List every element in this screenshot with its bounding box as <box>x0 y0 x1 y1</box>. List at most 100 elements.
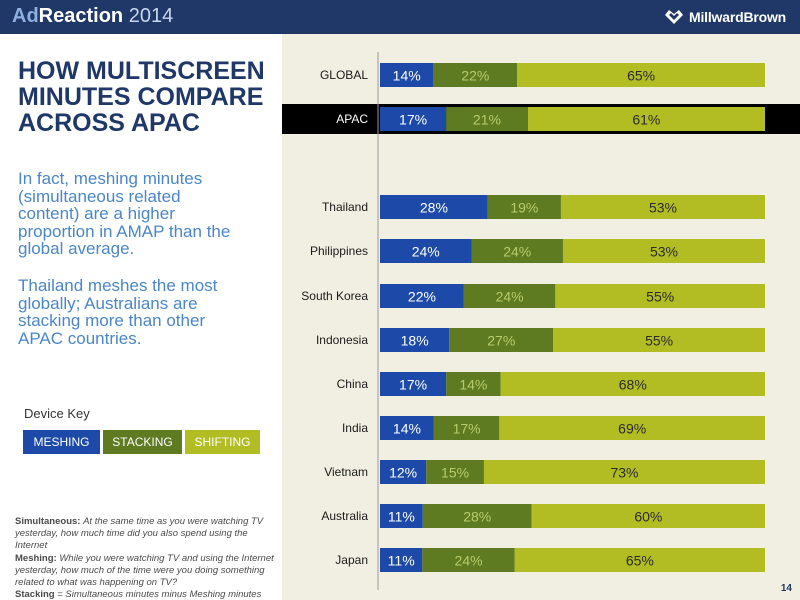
bar-segment-meshing <box>380 372 447 396</box>
data-label-meshing: 17% <box>399 377 427 393</box>
bar-segment-shifting <box>499 416 765 440</box>
bar-segment-shifting <box>483 460 765 484</box>
data-label-stacking: 14% <box>459 377 487 393</box>
bar-segment-meshing <box>380 416 434 440</box>
bar-segment-meshing <box>380 107 447 131</box>
key-shifting: SHIFTING <box>185 430 260 454</box>
category-label: Thailand <box>322 200 368 214</box>
data-label-shifting: 65% <box>627 68 655 84</box>
category-label: India <box>342 421 368 435</box>
body-line: (simultaneous related <box>18 186 181 206</box>
bar-segment-shifting <box>555 284 765 308</box>
data-label-shifting: 55% <box>645 333 673 349</box>
key-meshing: MESHING <box>23 430 100 454</box>
data-label-shifting: 53% <box>649 200 677 216</box>
bar-segment-stacking <box>463 284 556 308</box>
bar-segment-meshing <box>380 239 472 263</box>
data-label-shifting: 73% <box>610 465 638 481</box>
data-label-meshing: 28% <box>420 200 448 216</box>
brand-reaction: Reaction <box>38 5 124 27</box>
body-line: APAC countries. <box>18 328 142 348</box>
footnote-term: Meshing: <box>15 552 57 564</box>
body-line: proportion in AMAP than the <box>18 221 231 241</box>
key-stacking: STACKING <box>103 430 182 454</box>
data-label-stacking: 21% <box>473 112 501 128</box>
bar-segment-shifting <box>562 239 765 263</box>
footnote-def: At the same time as you were watching TV <box>83 516 264 527</box>
bar-segment-stacking <box>446 372 501 396</box>
brand-year: 2014 <box>128 5 174 27</box>
bar-segment-meshing <box>380 460 427 484</box>
data-label-stacking: 15% <box>441 465 469 481</box>
footnote-def: While you were watching TV and using the… <box>59 552 274 564</box>
bar-segment-stacking <box>446 107 528 131</box>
bar-segment-stacking <box>471 239 563 263</box>
bar-segment-stacking <box>433 63 518 87</box>
category-label: South Korea <box>301 289 368 303</box>
footnote-term: Simultaneous: <box>15 516 81 527</box>
footnote-term: Stacking <box>15 589 55 600</box>
data-label-meshing: 22% <box>408 289 436 305</box>
body-line: stacking more than other <box>18 311 206 330</box>
data-label-meshing: 14% <box>393 421 421 437</box>
bar-segment-meshing <box>380 195 488 219</box>
category-label: Japan <box>335 553 368 567</box>
bar-segment-stacking <box>487 195 561 219</box>
footnote-def: yesterday, how much of the time were you… <box>15 564 265 576</box>
bar-segment-shifting <box>517 63 765 87</box>
data-label-meshing: 18% <box>401 333 429 349</box>
data-label-shifting: 55% <box>646 289 674 305</box>
data-label-meshing: 11% <box>388 553 415 569</box>
device-key-label: Device Key <box>24 406 90 421</box>
category-label: APAC <box>336 112 368 126</box>
category-label: Australia <box>321 509 368 523</box>
data-label-stacking: 19% <box>510 200 538 216</box>
bar-segment-shifting <box>560 195 765 219</box>
brand-ad: Ad <box>12 5 39 27</box>
data-label-stacking: 24% <box>496 289 524 305</box>
page-title: HOW MULTISCREEN MINUTES COMPARE ACROSS A… <box>18 58 273 136</box>
data-label-stacking: 24% <box>455 553 483 569</box>
category-label: Indonesia <box>316 333 368 347</box>
data-label-meshing: 12% <box>389 465 417 481</box>
page-title-line: MINUTES COMPARE <box>18 83 264 111</box>
footnote-def: yesterday, how much time did you also sp… <box>15 528 248 552</box>
data-label-shifting: 68% <box>619 377 647 393</box>
page-title-line: ACROSS APAC <box>18 109 200 137</box>
body-paragraph-1: In fact, meshing minutes (simultaneous r… <box>18 170 273 258</box>
bar-segment-stacking <box>449 328 554 352</box>
data-label-shifting: 65% <box>626 553 654 569</box>
body-line: content) are a higher <box>18 204 175 223</box>
data-label-meshing: 11% <box>388 509 415 525</box>
bar-segment-shifting <box>531 504 765 528</box>
footnote-def: = Simultaneous minutes minus Meshing min… <box>57 589 262 600</box>
category-label: Philippines <box>310 244 368 258</box>
page-number: 14 <box>780 583 792 594</box>
left-panel: HOW MULTISCREEN MINUTES COMPARE ACROSS A… <box>0 34 282 600</box>
data-label-shifting: 53% <box>650 244 678 260</box>
logo-text: MillwardBrown <box>689 9 786 25</box>
data-label-stacking: 28% <box>463 509 491 525</box>
data-label-meshing: 14% <box>393 68 421 84</box>
bar-segment-meshing <box>380 504 423 528</box>
data-label-stacking: 17% <box>453 421 481 437</box>
body-line: globally; Australians are <box>18 293 198 313</box>
bar-segment-shifting <box>527 107 765 131</box>
footnote-def: related to what was happening on TV? <box>15 577 178 589</box>
millward-brown-logo: MillwardBrown <box>664 8 786 26</box>
body-line: Thailand meshes the most <box>18 276 218 295</box>
bar-segment-stacking <box>426 460 484 484</box>
category-label: GLOBAL <box>320 68 368 82</box>
bar-segment-stacking <box>422 504 532 528</box>
bar-segment-meshing <box>380 63 434 87</box>
bar-segment-meshing <box>380 328 450 352</box>
body-paragraph-2: Thailand meshes the most globally; Austr… <box>18 277 273 347</box>
header-bar: AdReaction 2014 MillwardBrown <box>0 0 800 34</box>
page-title-line: HOW MULTISCREEN <box>18 57 265 85</box>
category-label: Vietnam <box>324 465 368 479</box>
footnotes: Simultaneous: At the same time as you we… <box>15 516 277 600</box>
data-label-meshing: 17% <box>399 112 427 128</box>
stacked-bar-chart: GLOBAL 14% 22% 65% APAC 17% 21% 61% Thailand 28% 1… <box>282 52 800 590</box>
bar-segment-shifting <box>500 372 765 396</box>
bar-segment-stacking <box>422 548 515 572</box>
